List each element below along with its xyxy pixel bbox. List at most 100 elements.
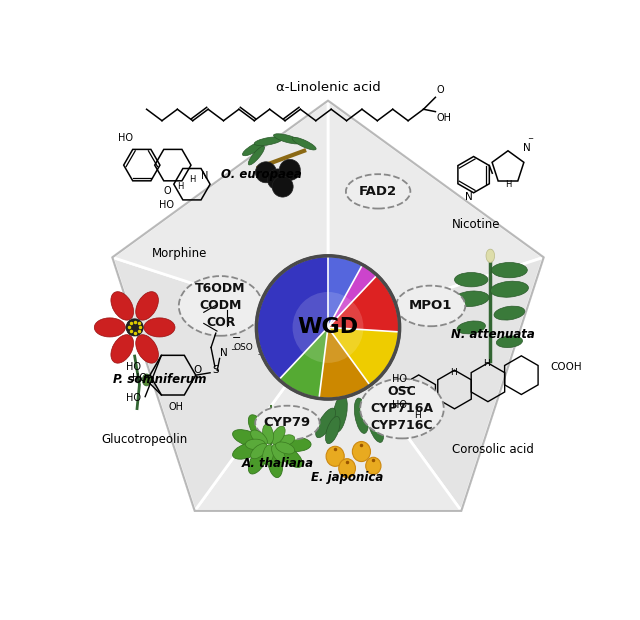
Ellipse shape: [396, 286, 465, 326]
Polygon shape: [195, 327, 461, 511]
Circle shape: [272, 176, 293, 197]
Ellipse shape: [492, 262, 527, 278]
Text: Corosolic acid: Corosolic acid: [452, 443, 534, 456]
Polygon shape: [328, 257, 543, 511]
Text: OSC
CYP716A
CYP716C: OSC CYP716A CYP716C: [371, 385, 433, 432]
Ellipse shape: [248, 146, 264, 165]
Ellipse shape: [271, 445, 285, 463]
Circle shape: [279, 159, 300, 180]
Ellipse shape: [326, 417, 340, 444]
Circle shape: [257, 256, 399, 399]
Ellipse shape: [262, 424, 273, 444]
Circle shape: [126, 319, 143, 336]
Ellipse shape: [339, 459, 355, 478]
Ellipse shape: [454, 273, 488, 287]
Text: N: N: [202, 171, 209, 182]
Ellipse shape: [136, 335, 159, 363]
Ellipse shape: [271, 426, 285, 445]
Text: A. thaliana: A. thaliana: [242, 457, 314, 470]
Text: N: N: [524, 143, 531, 153]
Text: Glucotropeolin: Glucotropeolin: [101, 433, 188, 446]
Text: H: H: [483, 358, 490, 368]
Text: ─: ─: [528, 136, 532, 142]
Wedge shape: [328, 277, 398, 332]
Polygon shape: [328, 100, 543, 327]
Text: HO: HO: [126, 394, 141, 404]
Wedge shape: [319, 327, 369, 397]
Text: COOH: COOH: [550, 362, 582, 373]
Text: OH: OH: [168, 402, 183, 412]
Polygon shape: [113, 100, 328, 327]
Ellipse shape: [346, 174, 410, 208]
Ellipse shape: [368, 413, 383, 443]
Ellipse shape: [316, 408, 335, 438]
Ellipse shape: [453, 291, 489, 306]
Ellipse shape: [245, 439, 266, 450]
Text: O: O: [193, 365, 202, 374]
Ellipse shape: [268, 411, 283, 442]
Wedge shape: [258, 257, 328, 379]
Wedge shape: [328, 266, 376, 327]
Text: H: H: [450, 368, 456, 377]
Ellipse shape: [365, 458, 381, 474]
Ellipse shape: [333, 394, 348, 432]
Ellipse shape: [232, 430, 262, 447]
Ellipse shape: [292, 137, 316, 150]
Text: H: H: [178, 182, 184, 191]
Ellipse shape: [326, 446, 344, 466]
Ellipse shape: [353, 441, 371, 461]
Ellipse shape: [136, 291, 159, 320]
Ellipse shape: [232, 442, 262, 459]
Text: −: −: [232, 333, 241, 343]
Wedge shape: [328, 257, 362, 327]
Ellipse shape: [355, 398, 369, 433]
Text: E. japonica: E. japonica: [311, 471, 383, 484]
Text: N: N: [220, 348, 227, 358]
Text: P. somniferum: P. somniferum: [113, 373, 207, 386]
Text: H: H: [414, 411, 420, 420]
Circle shape: [268, 169, 289, 190]
Text: N. attenuata: N. attenuata: [451, 328, 534, 341]
Text: OH: OH: [436, 113, 451, 123]
Text: CYP79: CYP79: [264, 417, 311, 430]
Ellipse shape: [277, 422, 303, 444]
Polygon shape: [113, 100, 543, 511]
Text: HO: HO: [118, 133, 133, 143]
Ellipse shape: [275, 435, 294, 447]
Ellipse shape: [111, 335, 134, 363]
Ellipse shape: [111, 291, 134, 320]
Text: N: N: [465, 192, 473, 202]
Ellipse shape: [486, 249, 495, 262]
Text: ─: ─: [232, 347, 236, 353]
Ellipse shape: [251, 430, 268, 445]
Ellipse shape: [457, 321, 485, 334]
Ellipse shape: [262, 445, 273, 464]
Text: OSO: OSO: [234, 343, 253, 352]
Text: HO: HO: [159, 200, 173, 210]
Text: HO: HO: [126, 362, 141, 373]
Ellipse shape: [280, 437, 311, 451]
Ellipse shape: [251, 443, 268, 459]
Text: O: O: [436, 85, 444, 95]
Wedge shape: [328, 327, 398, 384]
Wedge shape: [280, 327, 328, 397]
Ellipse shape: [268, 447, 283, 477]
Circle shape: [292, 292, 364, 363]
Ellipse shape: [494, 306, 525, 320]
Text: WGD: WGD: [298, 317, 358, 337]
Ellipse shape: [179, 276, 262, 336]
Ellipse shape: [273, 134, 301, 144]
Text: H: H: [506, 180, 512, 188]
Ellipse shape: [248, 446, 268, 474]
Polygon shape: [113, 257, 328, 511]
Text: MPO1: MPO1: [409, 299, 452, 312]
Text: HO: HO: [392, 400, 408, 410]
Ellipse shape: [497, 336, 522, 348]
Text: O. europaea: O. europaea: [221, 168, 301, 181]
Ellipse shape: [277, 445, 303, 467]
Ellipse shape: [275, 442, 294, 454]
Text: T6ODM
CODM
COR: T6ODM CODM COR: [195, 283, 246, 329]
Text: Nicotine: Nicotine: [452, 218, 500, 231]
Ellipse shape: [142, 374, 151, 386]
Text: Morphine: Morphine: [152, 247, 208, 260]
